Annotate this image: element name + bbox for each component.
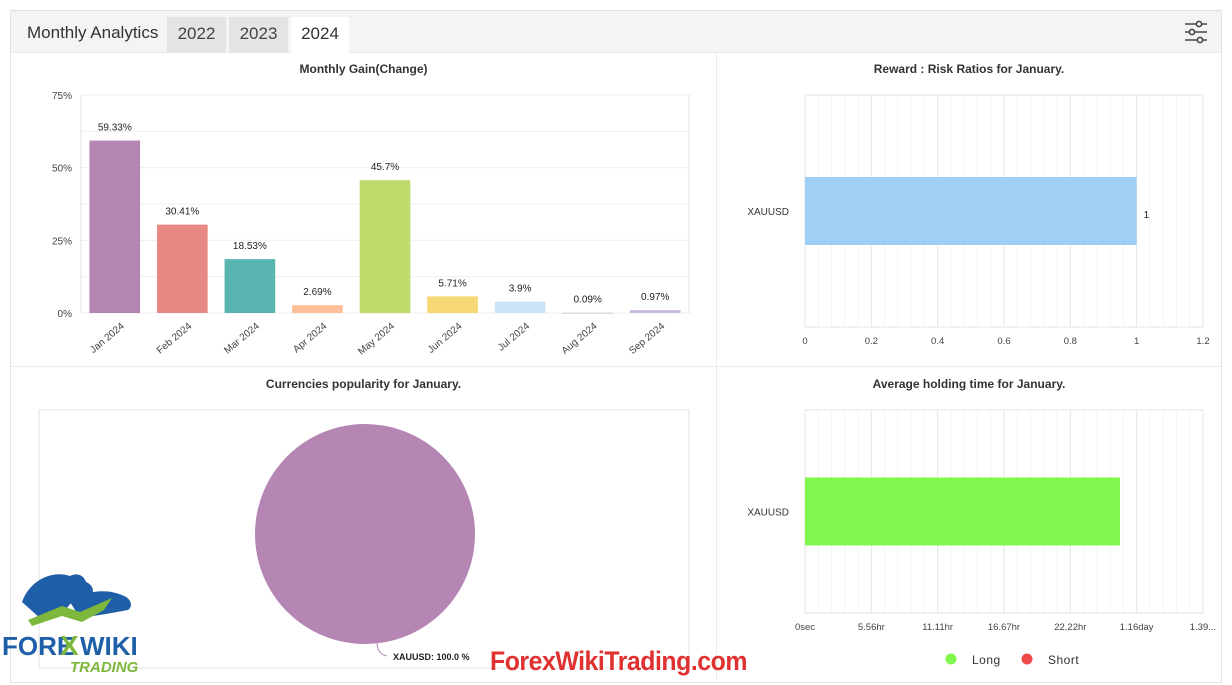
forexwiki-logo: FORE X WIKI TRADING [2, 574, 139, 674]
holding-time-title: Average holding time for January. [872, 377, 1066, 391]
data-label: 1 [1144, 210, 1150, 221]
bar [805, 177, 1137, 245]
data-label: 5.71% [438, 278, 466, 289]
currencies-popularity-title: Currencies popularity for January. [265, 377, 462, 391]
x-tick-label: 0.6 [997, 336, 1010, 347]
x-tick-label: Sep 2024 [627, 321, 667, 357]
bar [89, 140, 141, 313]
legend-label: Long [972, 653, 1001, 667]
bar [359, 180, 411, 313]
data-label: 59.33% [98, 123, 132, 134]
sliders-icon [1185, 20, 1207, 44]
x-tick-label: 1.39... [1190, 622, 1216, 633]
logo-fore-text: FORE [2, 631, 74, 661]
x-tick-label: Jul 2024 [496, 321, 532, 354]
pie-slice-label: XAUUSD: 100.0 % [393, 652, 470, 662]
y-tick-label: 25% [52, 236, 72, 247]
divider-horizontal [11, 366, 1221, 367]
bar [629, 310, 681, 313]
analytics-frame: Monthly Analytics 2022 2023 2024 Monthly… [10, 10, 1222, 683]
x-tick-label: Apr 2024 [291, 321, 329, 356]
header-bar: Monthly Analytics 2022 2023 2024 [11, 11, 1221, 53]
bar [224, 259, 276, 313]
page-title: Monthly Analytics [27, 23, 159, 42]
logo-x-text: X [60, 630, 79, 661]
holding-time-chart: 0sec 5.56hr 11.11hr 16.67hr 22.22hr 1.16day 1.… [747, 409, 1216, 667]
x-tick-label: 16.67hr [988, 622, 1020, 633]
legend-marker [1021, 653, 1033, 665]
logo-trading-text: TRADING [70, 659, 139, 674]
reward-risk-title: Reward : Risk Ratios for January. [873, 62, 1065, 76]
x-tick-label: 5.56hr [858, 622, 885, 633]
data-label: 2.69% [303, 287, 331, 298]
monthly-gain-chart: 0% 25% 50% 75% 59.33% Jan 2024 30.41% Feb 2024 1… [52, 91, 690, 358]
x-tick-label: 11.11hr [922, 622, 953, 633]
bar [157, 224, 208, 313]
y-tick-label: 0% [58, 309, 73, 320]
y-tick-label: 50% [52, 164, 72, 175]
x-tick-label: 1.16day [1120, 622, 1154, 633]
pie-label-connector [376, 641, 388, 657]
x-tick-label: Jun 2024 [426, 321, 465, 356]
x-tick-label: 22.22hr [1054, 622, 1086, 633]
x-tick-label: Jan 2024 [88, 321, 127, 356]
x-tick-label: 0 [802, 336, 807, 347]
data-label: 0.09% [573, 295, 601, 306]
y-tick-label: 75% [52, 91, 72, 102]
data-label: 0.97% [641, 292, 669, 303]
bar [805, 477, 1120, 546]
bar [562, 312, 613, 314]
data-label: 3.9% [509, 284, 532, 295]
data-label: 45.7% [371, 162, 399, 173]
x-tick-label: 0.2 [865, 336, 878, 347]
tab-2024[interactable]: 2024 [291, 17, 349, 53]
monthly-gain-title: Monthly Gain(Change) [299, 62, 428, 76]
x-tick-label: 1.2 [1196, 336, 1209, 347]
divider-vertical [716, 53, 717, 683]
watermark-text: ForexWikiTrading.com [490, 646, 747, 676]
legend-label: Short [1048, 653, 1079, 667]
filter-button[interactable] [1182, 18, 1210, 46]
currencies-popularity-chart: XAUUSD: 100.0 % [38, 409, 690, 669]
data-label: 30.41% [165, 207, 199, 218]
pie-slice [255, 424, 475, 644]
logo-wiki-text: WIKI [80, 631, 138, 661]
bar [427, 296, 478, 313]
x-tick-label: 0.4 [931, 336, 944, 347]
x-tick-label: Feb 2024 [155, 321, 195, 357]
legend-marker [945, 653, 957, 665]
x-tick-label: May 2024 [356, 321, 397, 358]
x-tick-label: 0sec [795, 622, 815, 633]
x-tick-label: Aug 2024 [560, 321, 600, 357]
x-tick-label: 1 [1134, 336, 1139, 347]
bar [494, 301, 546, 313]
bar [292, 305, 343, 313]
plot-area [38, 409, 690, 669]
x-tick-label: Mar 2024 [222, 321, 262, 357]
y-category-label: XAUUSD [747, 508, 789, 519]
data-label: 18.53% [233, 241, 267, 252]
y-category-label: XAUUSD [747, 207, 789, 218]
reward-risk-chart: 0 0.2 0.4 0.6 0.8 1 1.2 XAUUSD 1 [747, 94, 1210, 347]
tab-2022[interactable]: 2022 [167, 17, 226, 53]
tab-2023[interactable]: 2023 [229, 17, 288, 53]
x-tick-label: 0.8 [1064, 336, 1077, 347]
